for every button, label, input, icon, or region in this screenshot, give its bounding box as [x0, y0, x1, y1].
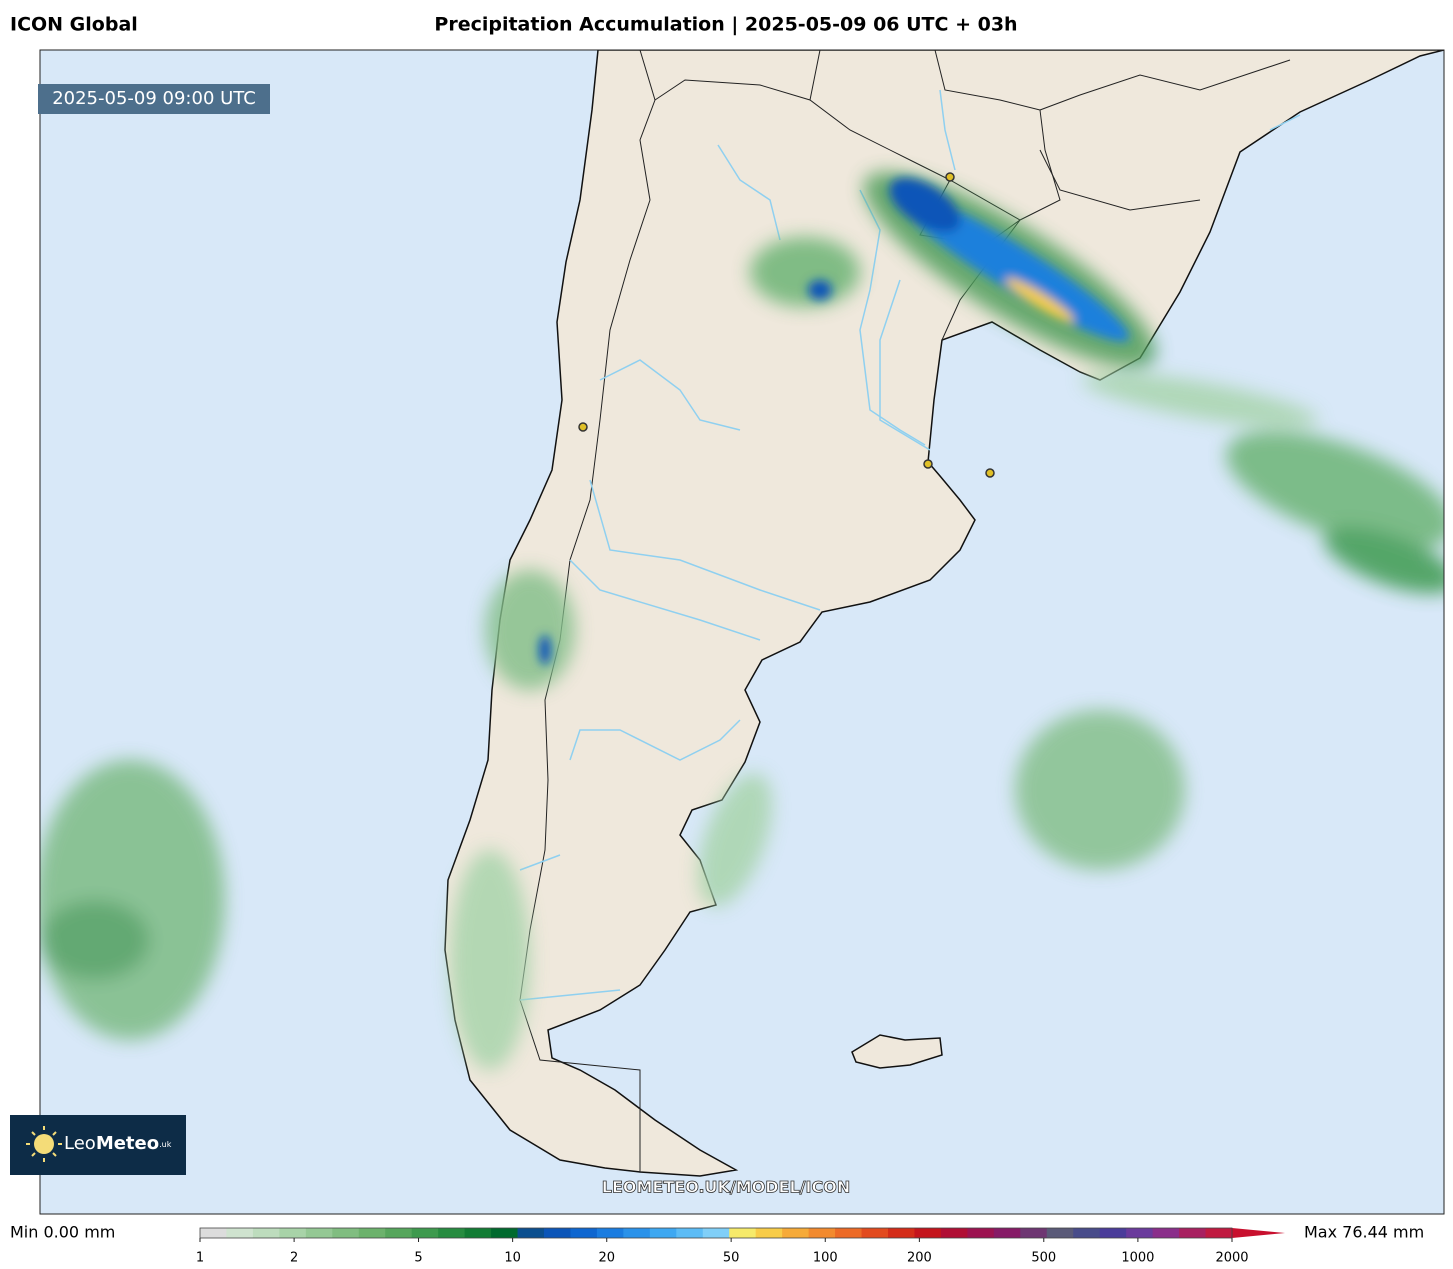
- rivers: [519, 89, 1301, 1001]
- colorbar-segment: [1073, 1228, 1101, 1238]
- colorbar-segment: [729, 1228, 757, 1238]
- colorbar-tick-label: 20: [598, 1251, 615, 1266]
- colorbar-segment: [861, 1228, 889, 1238]
- cities: [578, 172, 995, 478]
- colorbar-segment: [544, 1228, 571, 1238]
- colorbar-segment: [940, 1228, 968, 1238]
- watermark: LEOMETEO.UK/MODEL/ICON: [602, 1178, 850, 1197]
- colorbar-segment: [782, 1228, 810, 1238]
- colorbar-segment: [570, 1228, 598, 1238]
- map-frame: [39, 49, 1445, 1215]
- colorbar-segment: [1099, 1228, 1127, 1238]
- colorbar-segment: [702, 1228, 730, 1238]
- colorbar-segment: [491, 1228, 519, 1238]
- timestamp-box: [38, 84, 270, 114]
- title: Precipitation Accumulation | 2025-05-09 …: [434, 14, 1017, 36]
- colorbar-segment: [808, 1228, 836, 1238]
- colorbar-segment: [226, 1228, 254, 1238]
- colorbar-tick-label: 500: [1031, 1251, 1056, 1266]
- colorbar-segment: [252, 1228, 280, 1238]
- colorbar-arrow: [1232, 1228, 1285, 1238]
- colorbar-segment: [649, 1228, 677, 1238]
- colorbar-segment: [332, 1228, 360, 1238]
- timestamp: 2025-05-09 09:00 UTC: [52, 88, 256, 109]
- colorbar-tick-label: 2: [290, 1251, 298, 1266]
- colorbar-segment: [888, 1228, 915, 1238]
- colorbar-tick-label: 200: [907, 1251, 932, 1266]
- colorbar-segment: [967, 1228, 995, 1238]
- colorbar-segment: [464, 1228, 492, 1238]
- colorbar-tick-label: 50: [723, 1251, 740, 1266]
- colorbar-segment: [1205, 1228, 1233, 1238]
- colorbar: 1 2 5 10 20 50 100 200 500 1000 2000: [196, 1227, 1285, 1266]
- colorbar-segment: [411, 1228, 439, 1238]
- colorbar-segment: [279, 1228, 307, 1238]
- colorbar-tick-label: 1000: [1121, 1251, 1154, 1266]
- colorbar-outline: [199, 1227, 1233, 1239]
- colorbar-segment: [1020, 1228, 1048, 1238]
- colorbar-segment: [1179, 1228, 1207, 1238]
- colorbar-segment: [914, 1228, 942, 1238]
- colorbar-segment: [305, 1228, 333, 1238]
- colorbar-segment: [676, 1228, 704, 1238]
- colorbar-segment: [1152, 1228, 1180, 1238]
- colorbar-segment: [835, 1228, 863, 1238]
- colorbar-tick-label: 5: [414, 1251, 422, 1266]
- land: [444, 50, 1444, 1177]
- precipitation: [40, 172, 1444, 1070]
- min-label: Min 0.00 mm: [10, 1223, 115, 1242]
- colorbar-segment: [993, 1228, 1021, 1238]
- model-name: ICON Global: [10, 14, 138, 36]
- colorbar-tick-label: 100: [813, 1251, 838, 1266]
- max-label: Max 76.44 mm: [1304, 1223, 1424, 1242]
- colorbar-segment: [755, 1228, 783, 1238]
- logo-suffix: .uk: [159, 1140, 172, 1149]
- colorbar-segment: [623, 1228, 651, 1238]
- map: [40, 50, 1444, 1214]
- colorbar-segment: [438, 1228, 466, 1238]
- logo: LeoMeteo.uk: [10, 1115, 186, 1175]
- colorbar-segment: [385, 1228, 413, 1238]
- colorbar-segment: [517, 1228, 545, 1238]
- colorbar-segment: [1126, 1228, 1154, 1238]
- colorbar-segment: [358, 1228, 386, 1238]
- logo-leo: Leo: [64, 1133, 96, 1154]
- colorbar-segment: [1046, 1228, 1074, 1238]
- logo-text: LeoMeteo.uk: [64, 1133, 172, 1154]
- logo-meteo: Meteo: [96, 1133, 159, 1154]
- colorbar-segment: [596, 1228, 624, 1238]
- colorbar-segment: [200, 1228, 227, 1238]
- falklands: [851, 1034, 943, 1069]
- colorbar-tick-label: 2000: [1215, 1251, 1248, 1266]
- colorbar-tick-label: 10: [504, 1251, 521, 1266]
- colorbar-tick-label: 1: [196, 1251, 204, 1266]
